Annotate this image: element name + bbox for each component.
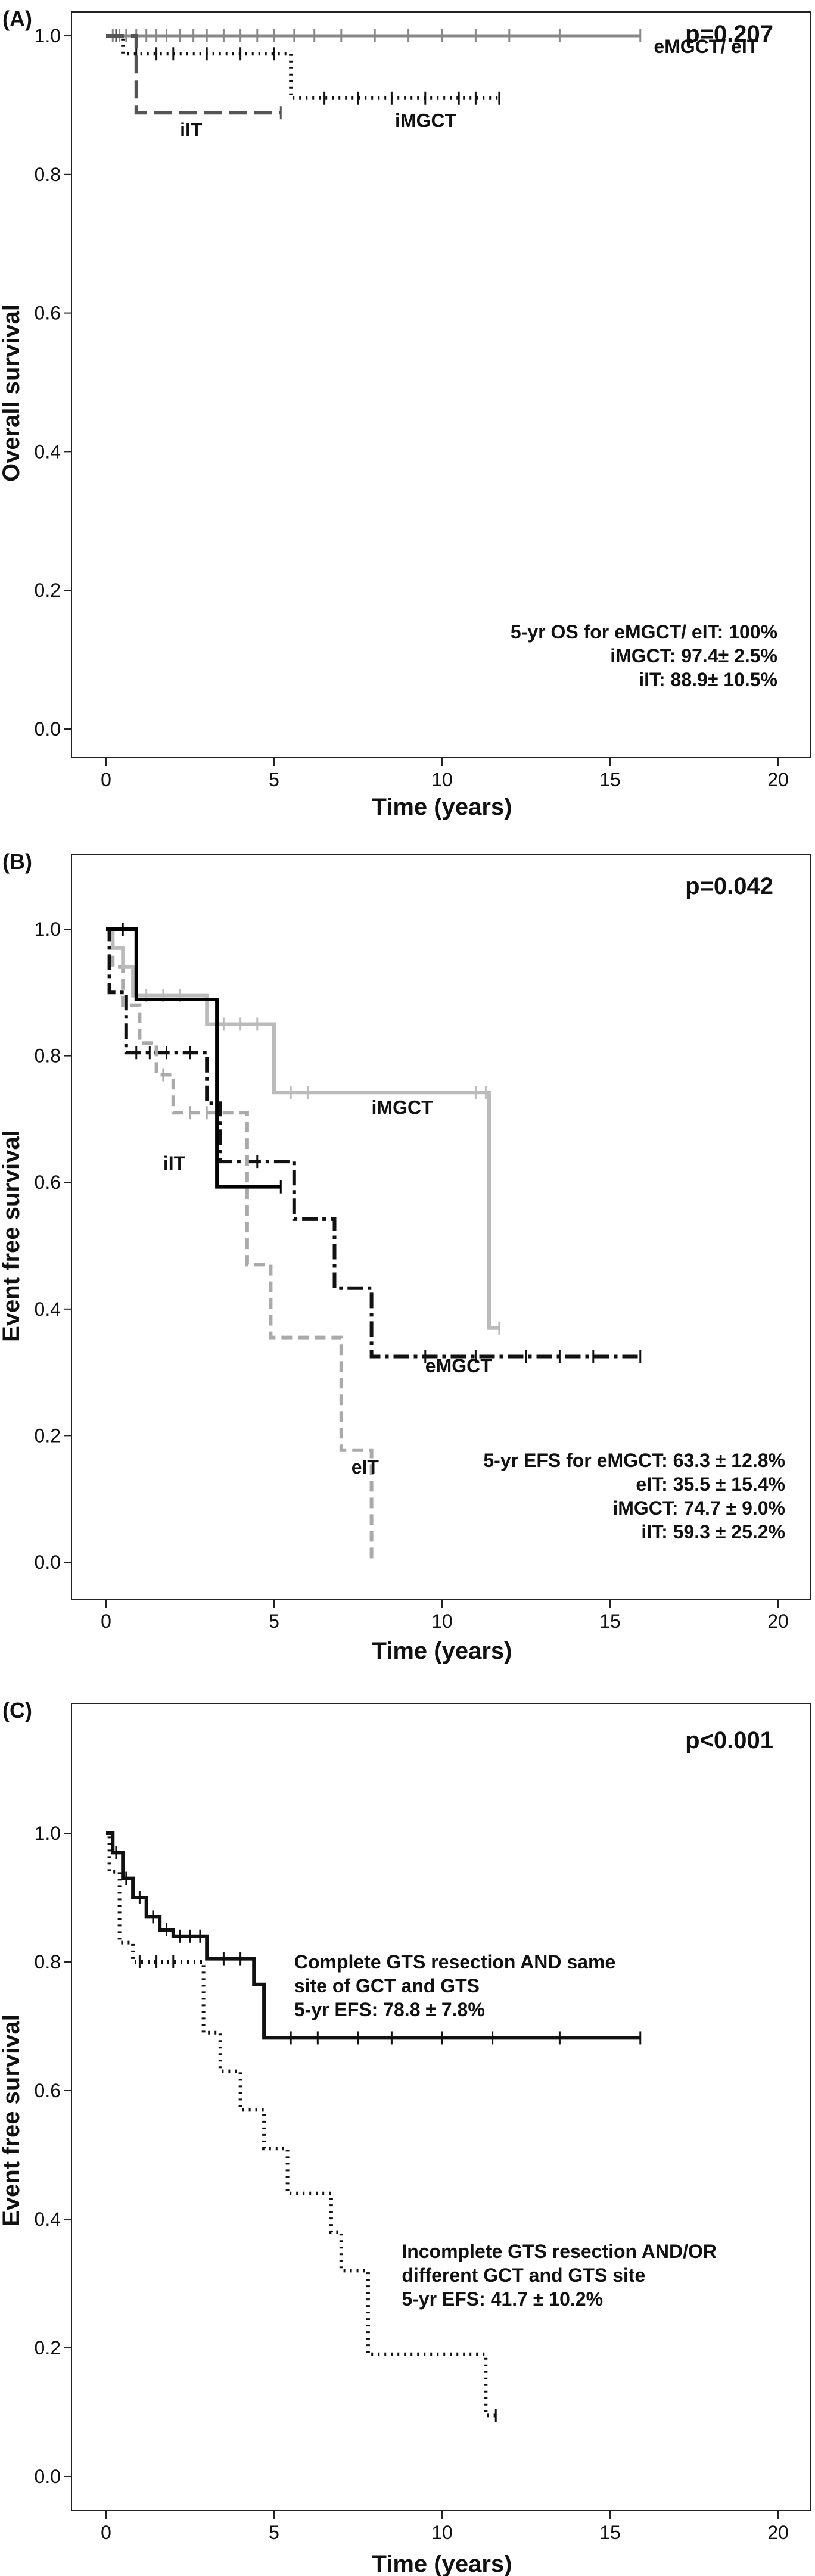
y-tick-label: 0.8 <box>35 1045 61 1067</box>
survival-curve <box>106 1831 640 2040</box>
plot-frame <box>71 1703 811 2511</box>
y-tick-label: 0.8 <box>35 1951 61 1973</box>
y-tick-label: 1.0 <box>35 918 61 940</box>
y-tick-label: 0.0 <box>35 1552 61 1573</box>
series-label: iMGCT <box>395 110 457 132</box>
series-label: iIT <box>163 1152 186 1174</box>
x-tick-label: 5 <box>269 2522 279 2543</box>
x-tick-label: 10 <box>431 2522 453 2543</box>
y-tick-label: 0.8 <box>35 164 61 185</box>
annotation-line: 5-yr EFS: 41.7 ± 10.2% <box>402 2288 603 2310</box>
y-tick-label: 0.4 <box>35 1298 61 1320</box>
x-tick-label: 15 <box>599 1611 621 1632</box>
x-tick-label: 0 <box>101 1611 111 1632</box>
series-label: iIT <box>180 119 203 141</box>
y-tick-label: 0.2 <box>35 2337 61 2359</box>
survival-curve <box>106 927 281 1189</box>
y-tick-label: 0.2 <box>35 580 61 601</box>
panel-c-chart: (C) p<0.001 Time (years) Event free surv… <box>0 1698 811 2576</box>
x-tick-label: 5 <box>269 769 279 790</box>
y-tick-label: 0.6 <box>35 1172 61 1193</box>
y-tick-label: 0.6 <box>35 2080 61 2101</box>
y-tick-label: 0.4 <box>35 2209 61 2230</box>
y-tick-label: 0.4 <box>35 441 61 462</box>
x-tick-label: 0 <box>101 769 111 790</box>
panel-label: (C) <box>2 1698 32 1722</box>
x-tick-label: 10 <box>431 769 453 790</box>
y-tick-label: 0.0 <box>35 2466 61 2487</box>
annotation-line: iMGCT: 97.4± 2.5% <box>610 645 777 666</box>
survival-curve <box>106 927 640 1359</box>
annotation-line: different GCT and GTS site <box>402 2264 645 2286</box>
x-tick-label: 15 <box>599 2522 621 2543</box>
annotation-line: Complete GTS resection AND same <box>294 1951 615 1973</box>
series-label: eIT <box>351 1456 379 1478</box>
survival-curve <box>106 1831 496 2418</box>
annotation-line: 5-yr OS for eMGCT/ eIT: 100% <box>511 621 777 643</box>
survival-curve <box>106 34 499 100</box>
plot-frame <box>71 11 811 758</box>
y-tick-label: 0.0 <box>35 718 61 740</box>
x-tick-label: 20 <box>767 1611 789 1632</box>
p-value: p=0.042 <box>685 873 773 899</box>
x-axis-title: Time (years) <box>372 2551 512 2576</box>
x-tick-label: 10 <box>431 1611 453 1632</box>
series-label: eMGCT/ eIT <box>654 36 758 57</box>
annotation-line: Incomplete GTS resection AND/OR <box>402 2241 717 2262</box>
x-tick-label: 20 <box>767 2522 789 2543</box>
annotation-line: eIT: 35.5 ± 15.4% <box>636 1474 785 1495</box>
y-axis-title: Event free survival <box>0 2014 24 2226</box>
panel-label: (B) <box>2 849 32 874</box>
p-value: p<0.001 <box>685 1727 773 1753</box>
x-tick-label: 20 <box>767 769 789 790</box>
x-tick-label: 5 <box>269 1611 279 1632</box>
y-tick-label: 0.6 <box>35 303 61 324</box>
panel-b-chart: (B) p=0.042 Time (years) Event free surv… <box>0 849 811 1664</box>
y-tick-label: 1.0 <box>35 1823 61 1844</box>
y-tick-label: 1.0 <box>35 25 61 46</box>
y-tick-label: 0.2 <box>35 1425 61 1446</box>
annotation-line: site of GCT and GTS <box>294 1975 480 1996</box>
p-value: p=0.207 <box>685 21 773 47</box>
x-tick-label: 15 <box>599 769 621 790</box>
annotation-line: iIT: 59.3 ± 25.2% <box>641 1521 785 1543</box>
series-label: iMGCT <box>372 1097 434 1118</box>
x-axis-title: Time (years) <box>372 794 512 820</box>
annotation-line: iIT: 88.9± 10.5% <box>639 669 777 690</box>
x-axis-title: Time (years) <box>372 1638 512 1664</box>
annotation-line: iMGCT: 74.7 ± 9.0% <box>612 1497 785 1519</box>
panel-a-chart: (A) p=0.207 Time (years) Overall surviva… <box>0 7 811 820</box>
annotation-line: 5-yr EFS for eMGCT: 63.3 ± 12.8% <box>483 1450 785 1471</box>
survival-curve <box>106 34 281 115</box>
series-label: eMGCT <box>425 1355 492 1376</box>
x-tick-label: 0 <box>101 2522 111 2543</box>
plot-frame <box>71 854 811 1600</box>
annotation-line: 5-yr EFS: 78.8 ± 7.8% <box>294 1999 485 2020</box>
panel-label: (A) <box>2 7 32 31</box>
survival-curve <box>106 927 499 1330</box>
y-axis-title: Overall survival <box>0 304 24 482</box>
y-axis-title: Event free survival <box>0 1130 24 1342</box>
